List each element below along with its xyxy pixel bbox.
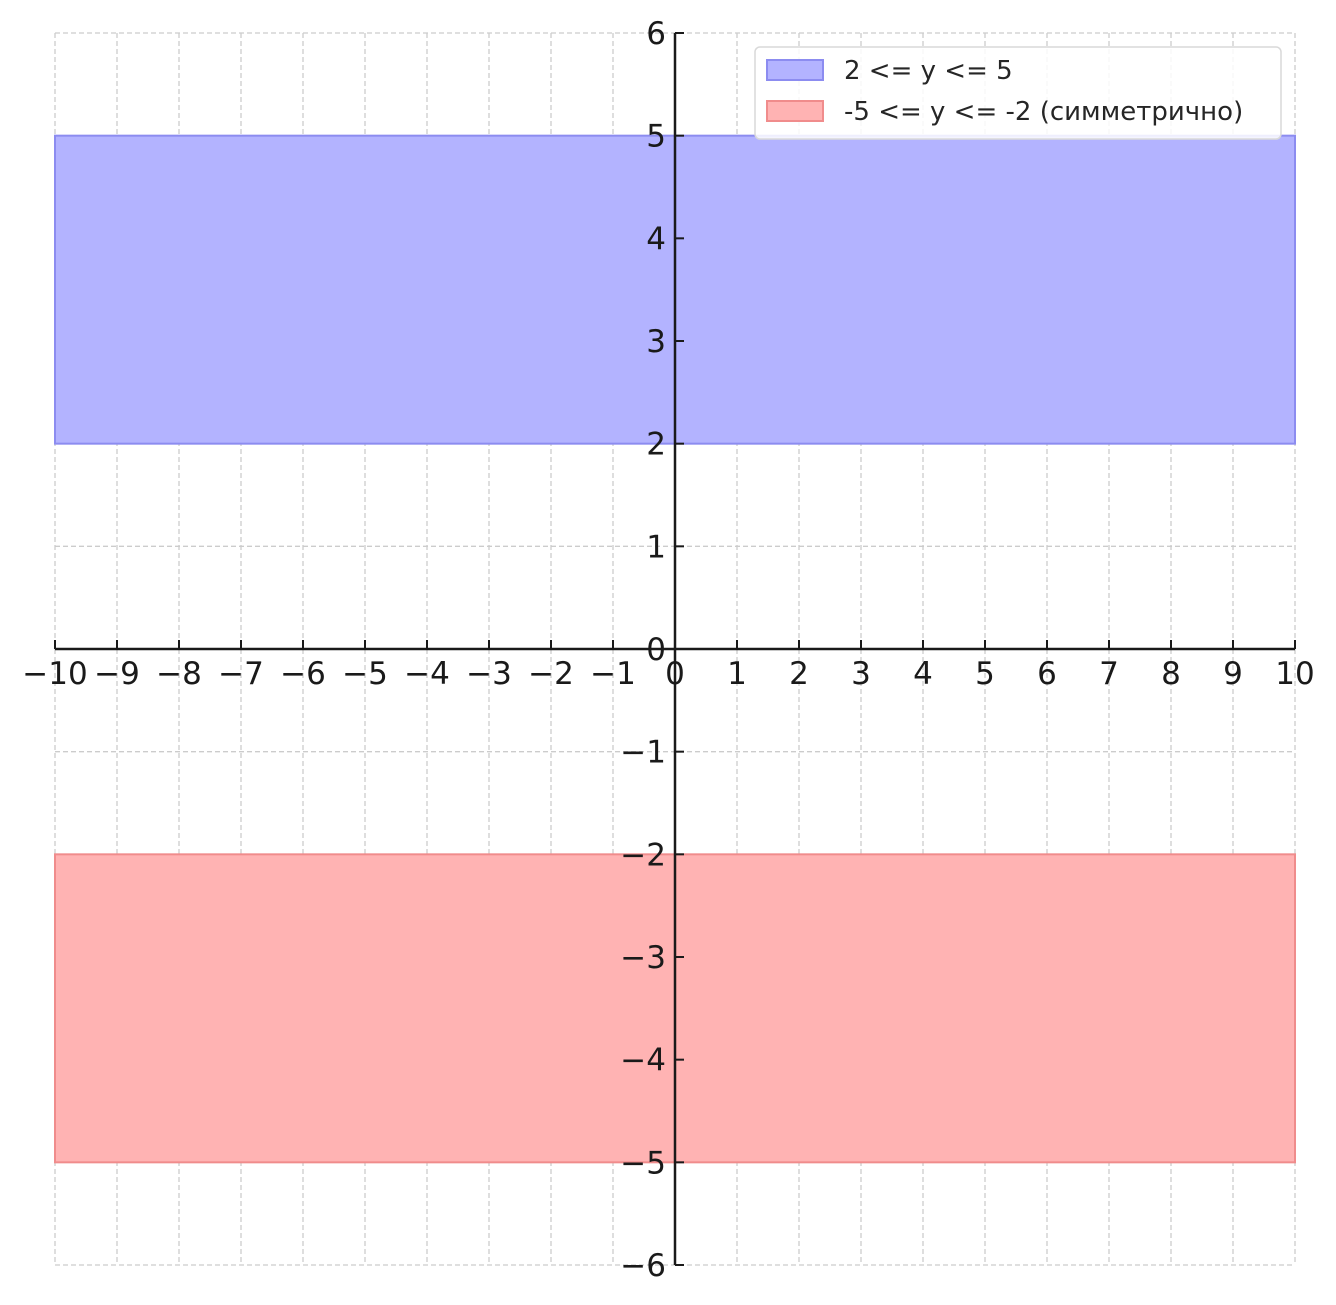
y-tick-label: 5	[646, 119, 666, 155]
x-tick-label: 6	[1037, 656, 1057, 692]
y-tick-label: 3	[646, 324, 666, 360]
y-tick-label: 2	[646, 427, 666, 463]
x-tick-label: 0	[665, 656, 685, 692]
legend-box	[754, 46, 1282, 140]
x-tick-label: 10	[1275, 656, 1314, 692]
legend-label-2: -5 <= y <= -2 (симметрично)	[844, 97, 1243, 127]
y-tick-label: −6	[620, 1248, 666, 1284]
x-tick-label: −6	[280, 656, 326, 692]
y-tick-label: 4	[646, 221, 666, 257]
x-tick-label: −8	[156, 656, 202, 692]
x-tick-label: 9	[1223, 656, 1243, 692]
y-tick-label: 1	[646, 529, 666, 565]
x-tick-label: −7	[218, 656, 264, 692]
x-tick-label: 3	[851, 656, 871, 692]
x-tick-label: −5	[342, 656, 388, 692]
legend-swatch-2	[766, 100, 824, 122]
x-tick-label: 2	[789, 656, 809, 692]
x-tick-label: −9	[94, 656, 140, 692]
y-tick-label: −1	[620, 735, 666, 771]
x-tick-label: 7	[1099, 656, 1119, 692]
legend-swatch-1	[766, 59, 824, 81]
y-tick-label: 0	[646, 632, 666, 668]
x-tick-label: 4	[913, 656, 933, 692]
x-tick-label: 1	[727, 656, 747, 692]
x-tick-label: 8	[1161, 656, 1181, 692]
x-tick-label: −10	[22, 656, 87, 692]
x-tick-label: −1	[590, 656, 636, 692]
x-tick-label: 5	[975, 656, 995, 692]
x-tick-label: −2	[528, 656, 574, 692]
y-tick-label: −2	[620, 837, 666, 873]
x-tick-label: −3	[466, 656, 512, 692]
x-tick-label: −4	[404, 656, 450, 692]
y-tick-label: −5	[620, 1145, 666, 1181]
tick-labels: −10 −9 −8 −7 −6 −5 −4 −3 −2 −1 0 1 2 3 4 5 6 7 8 9 10−6−5−4−…	[22, 16, 1314, 1284]
y-tick-label: −3	[620, 940, 666, 976]
legend: 2 <= y <= 5 -5 <= y <= -2 (симметрично)	[754, 46, 1282, 140]
y-tick-label: 6	[646, 16, 666, 52]
y-tick-label: −4	[620, 1043, 666, 1079]
axes	[54, 32, 1296, 1266]
legend-label-1: 2 <= y <= 5	[844, 56, 1013, 86]
